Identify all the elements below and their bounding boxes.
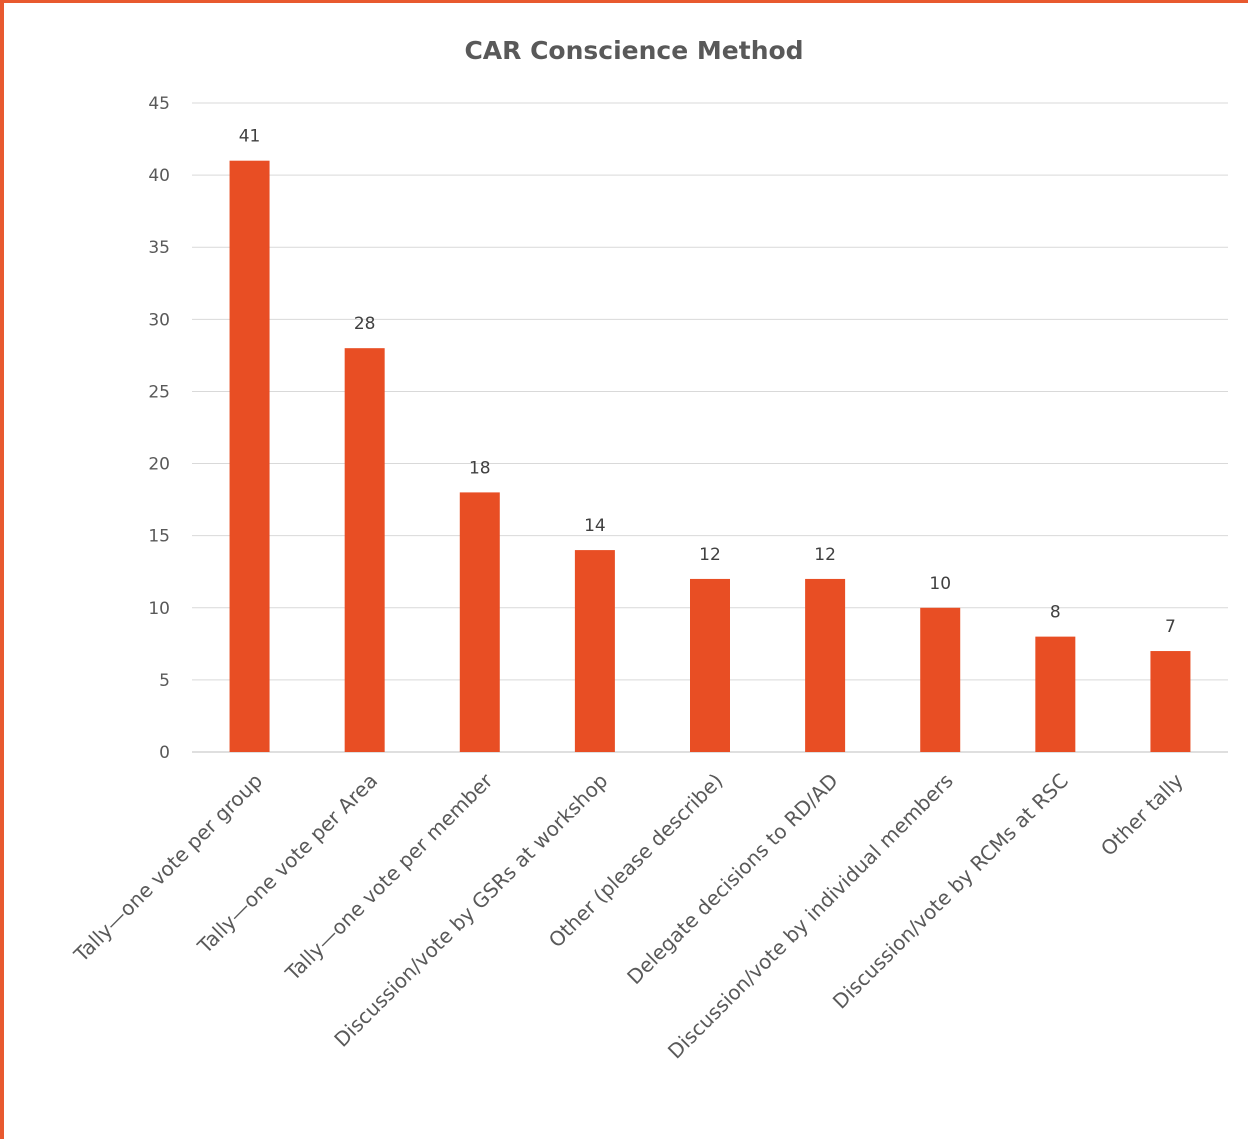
x-tick-label: Other tally — [1096, 768, 1188, 860]
data-label: 10 — [929, 574, 951, 594]
bar — [344, 348, 385, 752]
data-label: 41 — [239, 127, 261, 147]
bar — [920, 607, 961, 752]
data-label: 14 — [584, 516, 606, 536]
y-tick-label: 15 — [148, 527, 170, 547]
bar — [1035, 636, 1076, 752]
bar — [229, 160, 270, 752]
y-tick-label: 25 — [148, 382, 170, 402]
bar — [574, 550, 615, 752]
y-tick-label: 30 — [148, 310, 170, 330]
data-label: 8 — [1050, 603, 1061, 623]
bar — [805, 578, 846, 752]
data-label: 7 — [1165, 617, 1176, 637]
y-tick-label: 45 — [148, 94, 170, 114]
bar — [459, 492, 500, 752]
y-tick-label: 40 — [148, 166, 170, 186]
x-tick-label: Delegate decisions to RD/AD — [622, 769, 842, 989]
y-tick-label: 5 — [159, 671, 170, 691]
bar — [1150, 651, 1191, 752]
y-tick-label: 0 — [159, 743, 170, 763]
data-label: 18 — [469, 458, 491, 478]
chart-title: CAR Conscience Method — [464, 36, 804, 65]
y-tick-label: 35 — [148, 238, 170, 258]
data-label: 12 — [699, 545, 721, 565]
x-tick-label: Tally—one vote per member — [280, 768, 498, 986]
x-tick-label: Discussion/vote by RCMs at RSC — [828, 769, 1073, 1014]
data-label: 12 — [814, 545, 836, 565]
x-tick-label: Tally—one vote per group — [68, 769, 267, 968]
y-tick-label: 20 — [148, 455, 170, 475]
y-tick-label: 10 — [148, 599, 170, 619]
data-label: 28 — [354, 314, 376, 334]
bar — [690, 578, 730, 752]
